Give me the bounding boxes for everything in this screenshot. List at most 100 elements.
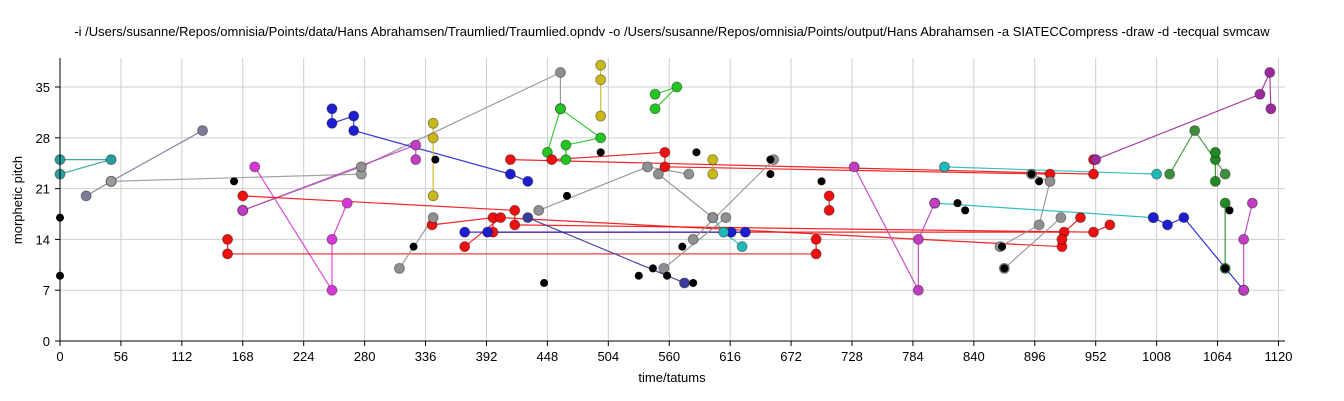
series-point	[683, 168, 695, 180]
series-point	[1151, 168, 1163, 180]
series-point	[427, 117, 439, 129]
series-point	[707, 154, 719, 166]
x-tick-label: 504	[597, 349, 619, 364]
series-point	[393, 262, 405, 274]
series-line-27	[1243, 202, 1253, 291]
x-tick-label: 280	[354, 349, 376, 364]
series-line-33	[692, 159, 775, 240]
series-point	[707, 212, 719, 224]
series-point	[720, 212, 732, 224]
series-point	[326, 284, 338, 296]
series-line-28	[657, 173, 714, 219]
series-point	[1088, 168, 1100, 180]
series-point	[718, 226, 730, 238]
x-tick-label: 672	[780, 349, 802, 364]
x-tick-label: 728	[841, 349, 863, 364]
series-point	[707, 168, 719, 180]
series-point	[823, 204, 835, 216]
series-point	[1238, 284, 1250, 296]
series-point	[1189, 125, 1201, 137]
series-line-18	[527, 217, 685, 284]
series-point	[546, 154, 558, 166]
series-point	[560, 139, 572, 151]
y-tick-label: 0	[43, 334, 50, 349]
series-point	[197, 125, 209, 137]
series-point	[1074, 212, 1086, 224]
x-tick-label: 1008	[1142, 349, 1171, 364]
data-point	[634, 271, 643, 280]
series-point	[504, 154, 516, 166]
x-tick-label: 0	[56, 349, 63, 364]
series-point	[410, 154, 422, 166]
series-line-11	[226, 239, 817, 255]
data-point	[230, 177, 239, 186]
data-point	[692, 148, 701, 157]
series-point	[1238, 233, 1250, 245]
series-point	[459, 241, 471, 253]
series-point	[509, 219, 521, 231]
x-tick-label: 1120	[1264, 349, 1292, 364]
x-tick-label: 448	[537, 349, 559, 364]
series-point	[326, 117, 338, 129]
y-tick-label: 28	[36, 131, 50, 146]
series-line-22	[934, 202, 1154, 219]
series-line-23	[1153, 216, 1245, 291]
x-tick-label: 952	[1085, 349, 1107, 364]
data-point	[678, 242, 687, 251]
series-point	[687, 233, 699, 245]
series-point	[326, 103, 338, 115]
series-point	[249, 161, 261, 173]
series-point	[341, 197, 353, 209]
data-point	[1035, 177, 1044, 186]
series-point	[1164, 168, 1176, 180]
series-point	[1162, 219, 1174, 231]
series-point	[554, 67, 566, 79]
series-point	[810, 248, 822, 260]
series-point	[739, 226, 751, 238]
series-point	[1088, 226, 1100, 238]
series-point	[554, 103, 566, 115]
series-point	[105, 154, 117, 166]
y-tick-label: 7	[43, 283, 50, 298]
data-point	[409, 242, 418, 251]
series-line-0	[59, 158, 112, 175]
series-point	[222, 233, 234, 245]
series-point	[1265, 103, 1277, 115]
series-line-9	[546, 107, 603, 160]
series-point	[1254, 88, 1266, 100]
series-point	[1044, 175, 1056, 187]
series-point	[326, 233, 338, 245]
series-point	[427, 212, 439, 224]
series-point	[509, 204, 521, 216]
x-tick-label: 56	[114, 349, 128, 364]
series-point	[459, 226, 471, 238]
series-line-2	[111, 173, 362, 182]
x-tick-label: 392	[476, 349, 498, 364]
data-point	[766, 170, 775, 179]
series-point	[1246, 197, 1258, 209]
data-point	[663, 271, 672, 280]
series-point	[1264, 67, 1276, 79]
series-point	[222, 248, 234, 260]
series-point	[912, 233, 924, 245]
series-point	[237, 204, 249, 216]
series-point	[595, 74, 607, 86]
series-point	[929, 197, 941, 209]
series-point	[595, 110, 607, 122]
data-point	[998, 242, 1007, 251]
data-point	[596, 148, 605, 157]
series-point	[237, 190, 249, 202]
series-line-3	[242, 71, 562, 211]
series-point	[595, 59, 607, 71]
y-tick-label: 14	[36, 232, 50, 247]
series-point	[823, 190, 835, 202]
series-point	[495, 212, 507, 224]
axes: 0 56 112 168 224 280 336 392 448 504 560 616 672 728 7…	[36, 58, 1292, 364]
series-point	[348, 110, 360, 122]
series-point	[848, 161, 860, 173]
series-line-31	[1003, 217, 1062, 269]
data-point	[766, 155, 775, 164]
series-point	[659, 161, 671, 173]
series-point	[80, 190, 92, 202]
